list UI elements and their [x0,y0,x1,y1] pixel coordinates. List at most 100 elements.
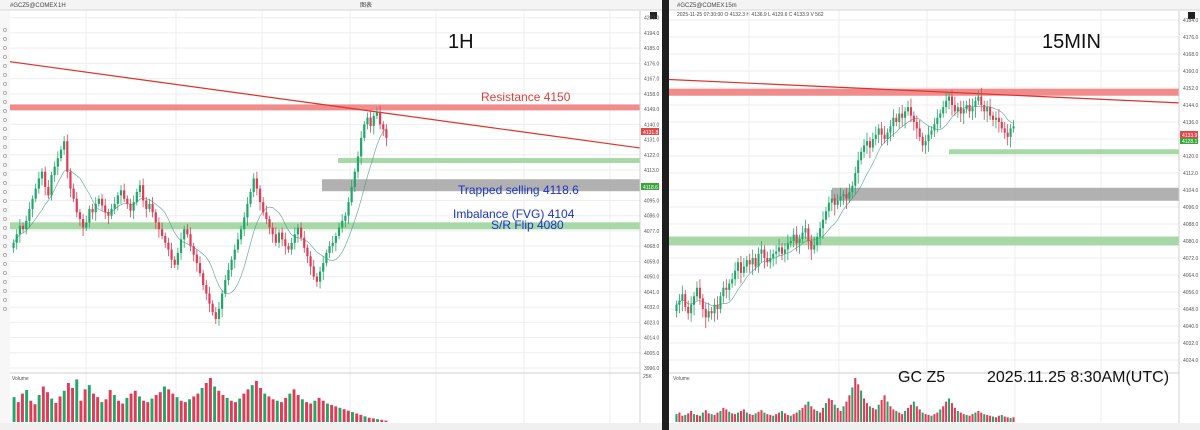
volume-bar [780,411,784,422]
candle [792,234,795,241]
candle [138,185,142,192]
candle [763,249,766,258]
volume-bar [713,414,716,422]
candle [37,178,40,189]
price-axis[interactable]: 4203.0 4194.0 4185.0 4176.0 4167.0 4158.0 4149… [644,16,660,372]
drawing-tools[interactable] [3,28,7,311]
volume-bar [742,409,745,422]
volume-bar [238,398,242,422]
volume-bar [763,412,766,422]
tool-icon [3,154,7,158]
candle [255,178,258,189]
volume-bar [196,393,200,422]
candle [707,311,710,318]
price-tick-label: 4136.0 [1183,120,1199,126]
symbol-label[interactable]: #GCZ5@COMEX [677,3,724,9]
maximize-icon[interactable] [1188,12,1195,19]
volume-bar [150,398,154,422]
time-axis[interactable] [0,423,662,430]
candle [350,186,353,203]
tool-icon [3,172,7,176]
candle [839,196,842,201]
candle [851,185,854,193]
panel-divider[interactable] [662,0,669,430]
volume-bar [192,396,196,422]
candle [312,266,315,277]
candle [874,134,877,139]
candle [681,294,684,301]
volume-bar [213,386,217,422]
chart-panel-1h[interactable]: #GCZ5@COMEX 1H 图表 4203.0 4194.0 4185.0 4176… [0,0,662,430]
volume-bar [92,393,95,422]
volume-bar [179,400,183,422]
volume-bar [848,395,851,422]
candle [325,252,328,264]
candle [962,109,965,114]
tool-icon [3,280,7,284]
ohlc-readout: 2025-11-25 07:30:00 O 4132.3 H 4136.9 L … [677,12,824,18]
volume-bar [684,414,687,422]
interval-selector[interactable]: 15m [725,3,737,9]
volume-bar [46,392,49,422]
candle [208,293,211,304]
volume-bar [868,406,871,422]
candle [170,249,173,260]
symbol-label[interactable]: #GCZ5@COMEX [10,3,57,9]
candle [854,173,857,186]
time-axis[interactable] [669,423,1200,430]
tool-icon [3,55,7,59]
volume-bar [146,402,150,422]
volume-bar [263,393,267,422]
zone-resistance [669,88,1179,96]
candle [698,287,701,299]
candle [868,141,871,148]
volume-bar [158,392,162,422]
chart-canvas-15min[interactable]: #GCZ5@COMEX 15m 2025-11-25 07:30:00 O 41… [669,0,1200,430]
volume-bar [167,389,171,422]
tool-icon [3,217,7,221]
volume-bar [154,395,158,422]
volume-bar [877,404,880,422]
volume-bar [75,379,79,422]
volume-bar [259,387,263,422]
price-axis[interactable]: 4184.0 4176.0 4168.0 4160.0 4152.0 4144.0 4136… [1183,18,1199,364]
volume-bar [200,387,204,422]
volume-bar [275,400,279,422]
candle [277,232,281,243]
trendline[interactable] [669,78,1180,104]
maximize-icon[interactable] [650,12,657,19]
candle [757,253,760,267]
candle [695,287,699,297]
volume-bar [889,406,892,422]
volume-bar [997,415,1000,422]
price-badge [641,128,659,135]
candle [901,113,904,118]
candle [195,254,198,264]
volume-bar [704,410,707,422]
fvg-label: Imbalance (FVG) 4104 [453,207,575,221]
chart-panel-15min[interactable]: #GCZ5@COMEX 15m 2025-11-25 07:30:00 O 41… [669,0,1200,430]
volume-bar [956,411,959,422]
volume-bars [675,378,1015,422]
candle [375,112,379,116]
volume-bar [912,401,915,422]
candle [78,212,82,220]
chart-canvas-1h[interactable]: #GCZ5@COMEX 1H 图表 4203.0 4194.0 4185.0 4176… [0,0,662,430]
price-tick-label: 4041.0 [644,290,660,296]
interval-selector[interactable]: 1H [58,3,66,9]
candle [44,171,47,187]
price-tick-label: 4068.0 [644,244,660,250]
level-zones [669,88,1179,246]
volume-bar [792,414,795,422]
volume-bar [208,378,212,422]
candle [775,251,778,254]
price-tick-label: 4040.0 [1183,324,1199,330]
volume-bar [338,407,342,422]
candle [819,228,822,237]
tool-icon [3,136,7,140]
tool-icon [3,118,7,122]
candles [675,88,1015,329]
candle [328,246,331,253]
trendline[interactable] [9,61,641,149]
moving-average [676,106,1014,307]
